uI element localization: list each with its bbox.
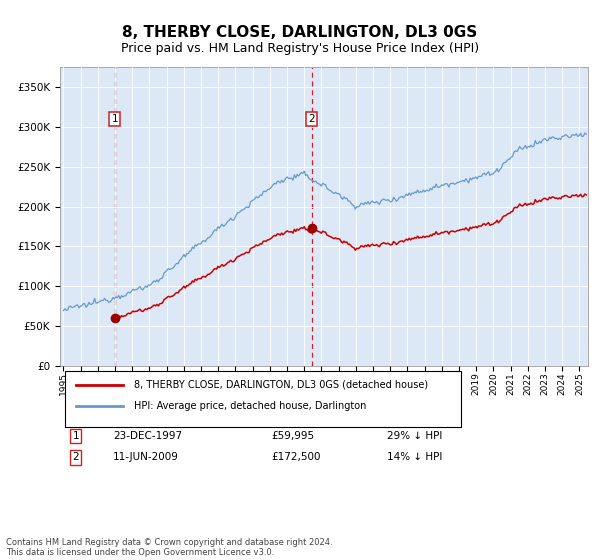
Text: Price paid vs. HM Land Registry's House Price Index (HPI): Price paid vs. HM Land Registry's House … xyxy=(121,42,479,55)
Text: HPI: Average price, detached house, Darlington: HPI: Average price, detached house, Darl… xyxy=(134,401,366,411)
Text: Contains HM Land Registry data © Crown copyright and database right 2024.
This d: Contains HM Land Registry data © Crown c… xyxy=(6,538,332,557)
Text: 2: 2 xyxy=(308,114,315,124)
Text: 23-DEC-1997: 23-DEC-1997 xyxy=(113,431,182,441)
Text: 29% ↓ HPI: 29% ↓ HPI xyxy=(388,431,443,441)
Text: 2: 2 xyxy=(73,452,79,463)
Text: 1: 1 xyxy=(73,431,79,441)
Text: 8, THERBY CLOSE, DARLINGTON, DL3 0GS (detached house): 8, THERBY CLOSE, DARLINGTON, DL3 0GS (de… xyxy=(134,380,428,390)
FancyBboxPatch shape xyxy=(65,371,461,427)
Text: 11-JUN-2009: 11-JUN-2009 xyxy=(113,452,179,463)
Text: 1: 1 xyxy=(112,114,118,124)
Text: £59,995: £59,995 xyxy=(271,431,314,441)
Text: 8, THERBY CLOSE, DARLINGTON, DL3 0GS: 8, THERBY CLOSE, DARLINGTON, DL3 0GS xyxy=(122,25,478,40)
Text: 14% ↓ HPI: 14% ↓ HPI xyxy=(388,452,443,463)
Text: £172,500: £172,500 xyxy=(271,452,321,463)
